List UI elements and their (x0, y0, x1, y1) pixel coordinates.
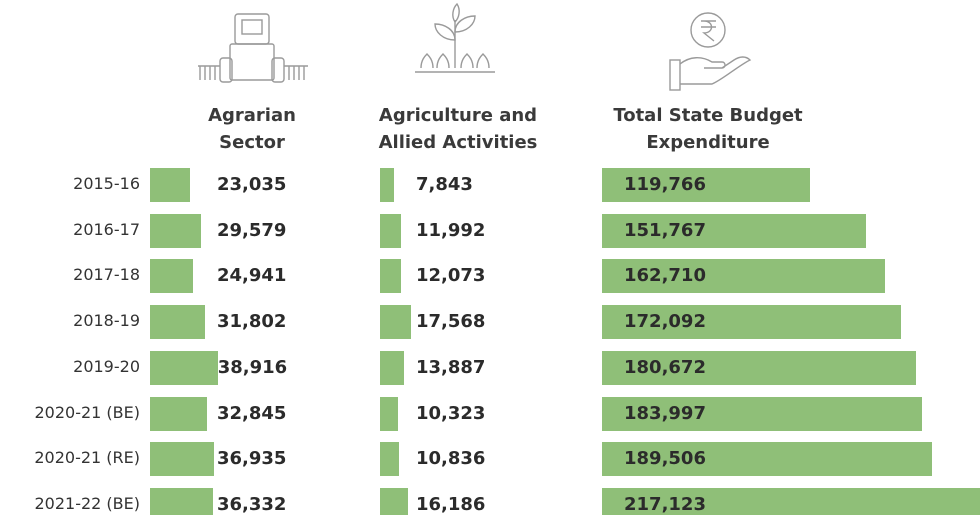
category-label: 2017-18 (73, 265, 140, 285)
category-label: 2021-22 (BE) (34, 493, 140, 513)
bar (602, 168, 811, 202)
bar (150, 487, 214, 515)
category-label: 2019-20 (73, 356, 140, 376)
value-label: 17,568 (416, 311, 486, 333)
value-label: 11,992 (416, 219, 486, 241)
bar (602, 259, 886, 294)
value-label: 12,073 (416, 265, 486, 287)
category-label: 2020-21 (BE) (34, 402, 140, 422)
value-label: 183,997 (624, 402, 706, 424)
value-label: 24,941 (217, 265, 287, 287)
value-label: 31,802 (217, 311, 287, 333)
tractor-icon (198, 13, 308, 83)
bar (602, 396, 923, 431)
bar (602, 487, 980, 515)
value-label: 36,332 (217, 493, 287, 515)
panel-header: Total State Budget Expenditure (613, 105, 803, 153)
bar (380, 442, 399, 477)
bar (380, 213, 401, 248)
bar (380, 168, 394, 202)
bar (150, 305, 206, 340)
panel-header: Agriculture and Allied Activities (378, 105, 538, 153)
bar (380, 305, 411, 340)
bar (150, 259, 194, 294)
value-label: 180,672 (624, 356, 706, 378)
bar (380, 487, 409, 515)
bar (150, 168, 191, 202)
value-label: 151,767 (624, 219, 706, 241)
bar (150, 396, 208, 431)
bar (150, 213, 202, 248)
value-label: 36,935 (217, 448, 287, 470)
value-label: 217,123 (624, 493, 706, 515)
value-label: 10,323 (416, 402, 486, 424)
panel-header: Agrarian Sector (208, 105, 296, 153)
bar (150, 442, 215, 477)
category-label: 2020-21 (RE) (34, 448, 140, 468)
value-label: 119,766 (624, 174, 706, 195)
value-label: 162,710 (624, 265, 706, 287)
value-label: 16,186 (416, 493, 486, 515)
value-label: 13,887 (416, 356, 486, 378)
value-label: 189,506 (624, 448, 706, 470)
bar (602, 350, 917, 385)
value-label: 7,843 (416, 174, 473, 195)
bar (602, 213, 867, 248)
bar (602, 442, 932, 477)
value-label: 23,035 (217, 174, 287, 195)
value-label: 38,916 (217, 356, 288, 378)
budget-icon (669, 12, 752, 91)
category-label: 2015-16 (73, 174, 140, 193)
bar (380, 259, 401, 294)
bar (150, 350, 218, 385)
plant-icon (415, 2, 495, 73)
bar (380, 350, 405, 385)
value-label: 32,845 (217, 402, 287, 424)
value-label: 10,836 (416, 448, 486, 470)
bar (602, 305, 902, 340)
category-label: 2018-19 (73, 311, 140, 331)
value-label: 29,579 (217, 219, 287, 241)
category-label: 2016-17 (73, 219, 140, 239)
value-label: 172,092 (624, 311, 706, 333)
bar (380, 396, 398, 431)
